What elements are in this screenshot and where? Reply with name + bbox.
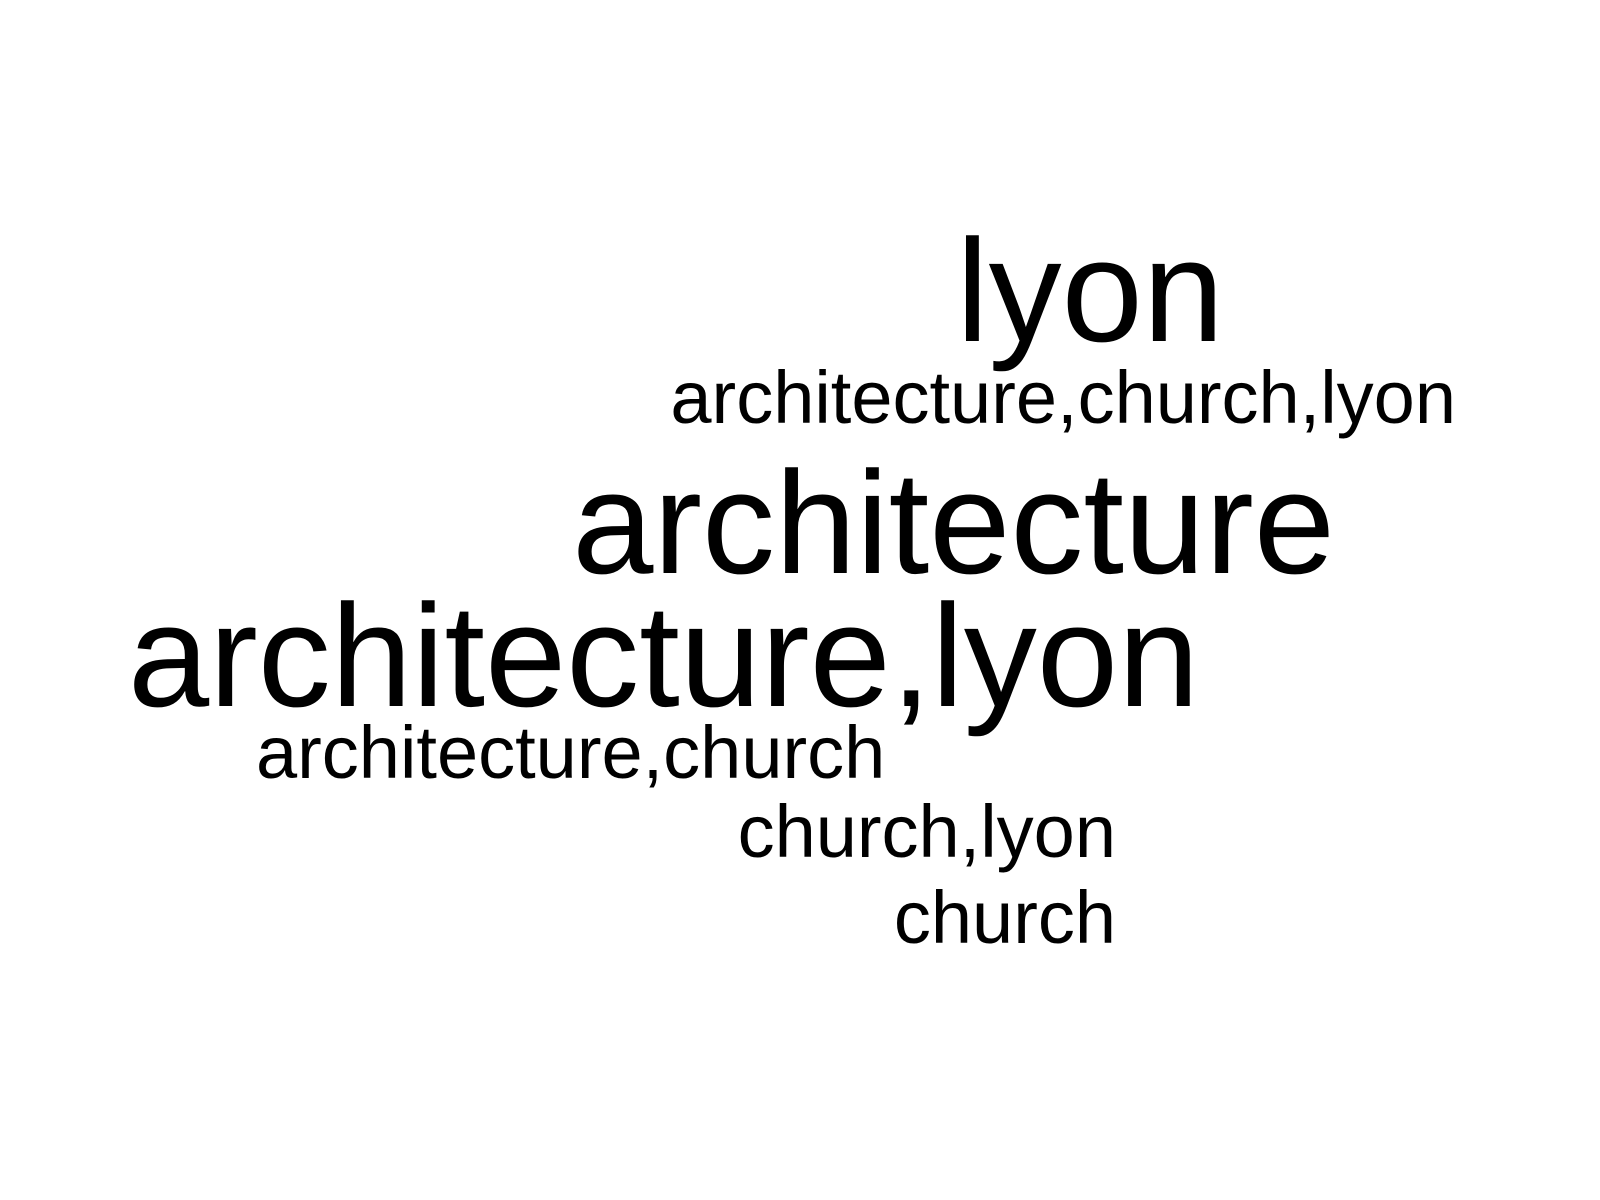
word-church-lyon: church,lyon [737, 790, 1116, 873]
word-architecture: architecture [572, 441, 1335, 604]
word-architecture-church-lyon: architecture,church,lyon [670, 356, 1456, 439]
word-lyon: lyon [956, 209, 1224, 372]
word-church: church [893, 876, 1116, 959]
word-architecture-lyon: architecture,lyon [128, 574, 1200, 737]
word-architecture-church: architecture,church [256, 711, 886, 794]
